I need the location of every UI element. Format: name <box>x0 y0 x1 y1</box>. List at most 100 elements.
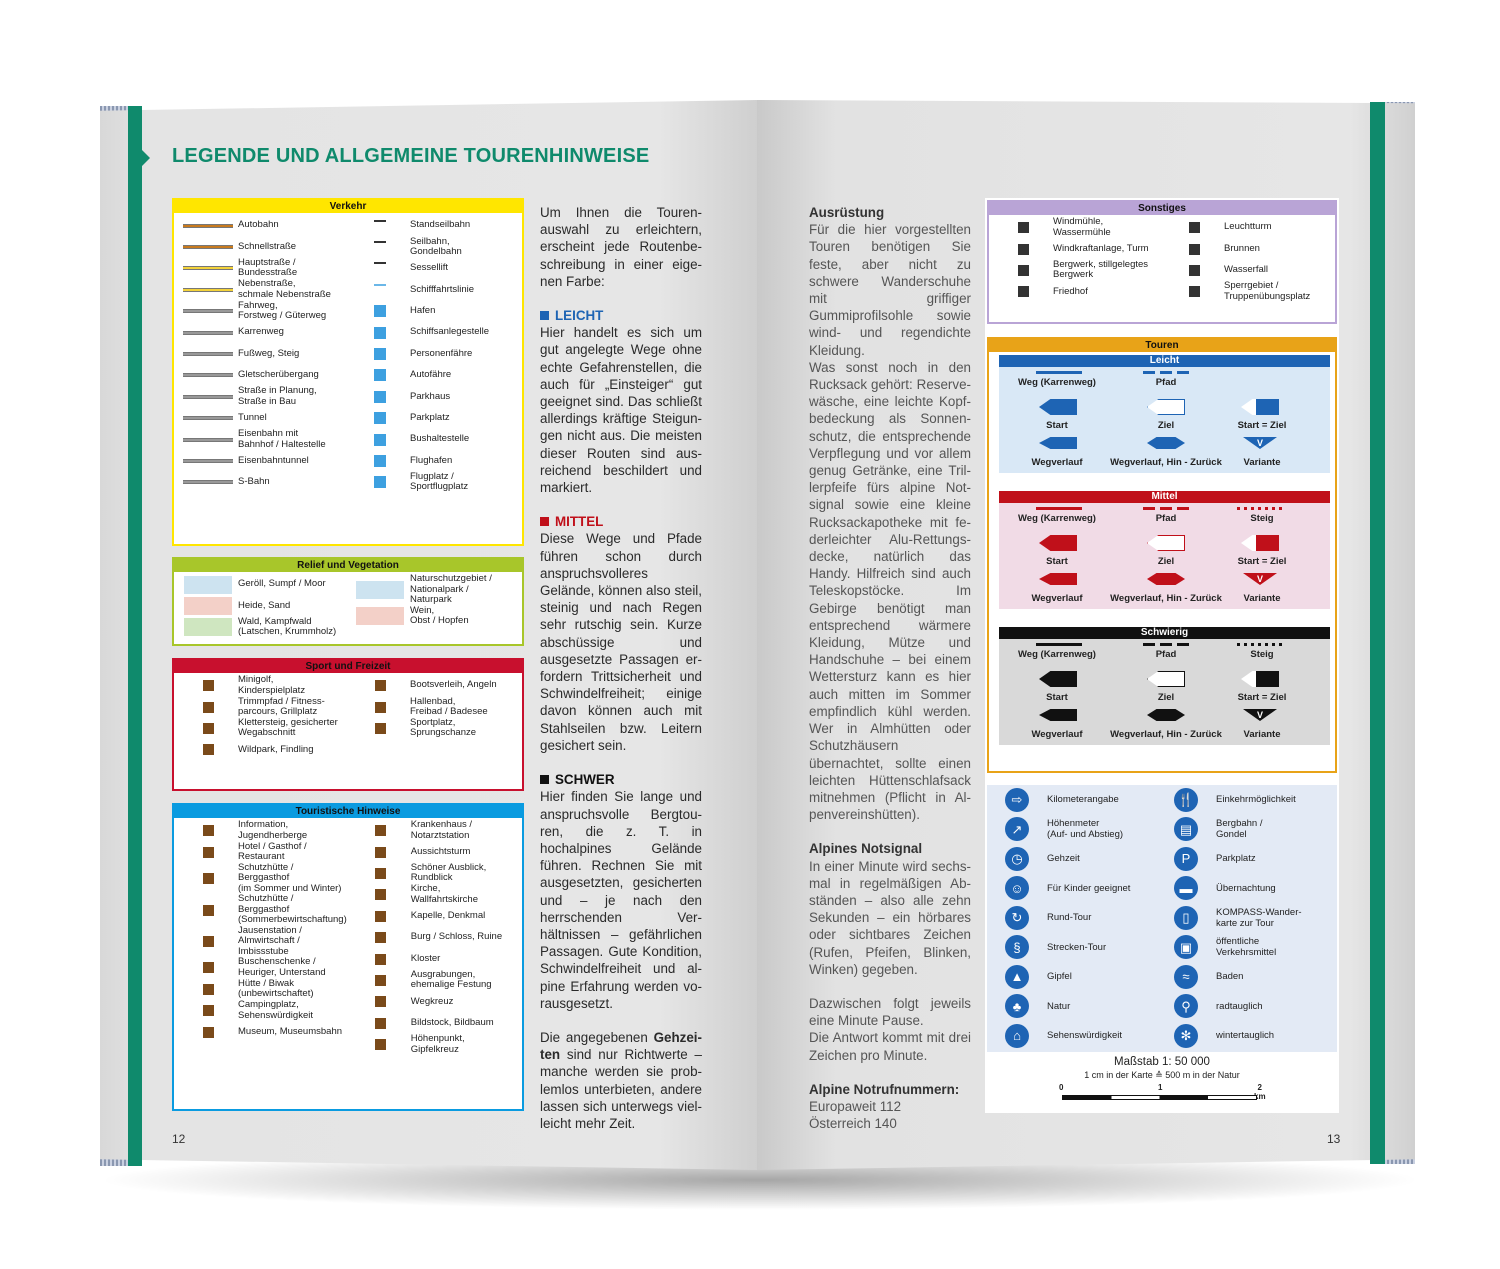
legend-symbol-icon <box>178 309 238 314</box>
ziel-sign-icon <box>1147 399 1185 415</box>
legend-item-label: Krankenhaus / Notarztstation <box>410 819 473 841</box>
wegverlauf-label: Wegverlauf <box>1031 457 1083 468</box>
sport-right-column: Bootsverleih, Angeln Hallenbad, Freibad /… <box>350 675 518 761</box>
steig-label: Steig <box>1250 649 1274 660</box>
legend-item-label: Gletscherübergang <box>238 369 319 381</box>
mittel-heading: MITTEL <box>540 513 702 530</box>
legend-item-label: Eisenbahn mit Bahnhof / Haltestelle <box>238 428 326 450</box>
legend-item-label: Buschenschenke / Heuriger, Unterstand <box>238 956 326 978</box>
legend-sport-title: Sport und Freizeit <box>174 660 522 673</box>
pfad-label: Pfad <box>1155 377 1177 388</box>
legend-tourist-grid: Information, Jugendherberge Hotel / Gasth… <box>174 818 522 1057</box>
icon-legend-item: ♣ Natur <box>993 992 1162 1022</box>
legend-item-label: Wildpark, Findling <box>238 743 314 755</box>
hin-zurueck-label: Wegverlauf, Hin - Zurück <box>1110 593 1222 604</box>
bus-icon: ▣ <box>1174 935 1198 960</box>
legend-item-label: Flugplatz / Sportflugplatz <box>410 470 469 493</box>
legend-item: Wein, Obst / Hopfen <box>350 605 518 627</box>
legend-item-label: Hauptstraße / Bundesstraße <box>238 256 298 279</box>
legend-item-label: Autofähre <box>410 369 452 381</box>
legend-symbol-icon <box>350 369 410 382</box>
legend-symbol-icon <box>178 846 238 858</box>
icon-legend: ⇨ Kilometerangabe ↗ Höhenmeter (Auf- und Ab… <box>987 785 1337 1052</box>
route-icon: § <box>1005 935 1029 960</box>
start-label: Start <box>1046 692 1068 703</box>
legend-symbol-icon <box>178 825 238 837</box>
gehzeit-bold: Gehzei­ten <box>540 1029 702 1063</box>
legend-symbol-icon <box>350 283 410 296</box>
legend-item: Sessellift <box>350 258 518 279</box>
icon-legend-item: 🍴 Einkehrmöglichkeit <box>1162 785 1331 815</box>
gehzeit-post: sind nur Richtwerte – manche werden sie … <box>540 1047 702 1131</box>
legend-symbol-icon <box>350 454 410 467</box>
legend-item-label: Brunnen <box>1224 242 1260 254</box>
legend-item: Seilbahn, Gondelbahn <box>350 236 518 257</box>
legend-item: S-Bahn <box>178 472 346 493</box>
elevation-icon: ↗ <box>1005 817 1029 842</box>
legend-item: Windkraftanlage, Turm <box>993 238 1160 259</box>
icon-legend-item: P Parkplatz <box>1162 844 1331 874</box>
icon-legend-label: radtauglich <box>1216 1000 1263 1012</box>
icon-legend-label: Baden <box>1216 971 1244 983</box>
legend-item: Bergwerk, stillgelegtes Bergwerk <box>993 259 1160 281</box>
weg-label: Weg (Karrenweg) <box>1018 649 1096 660</box>
icon-legend-label: Kilometerangabe <box>1047 794 1119 806</box>
legend-item: Wegkreuz <box>351 991 518 1012</box>
legend-symbol-icon <box>351 846 411 858</box>
legend-item: Autofähre <box>350 365 518 386</box>
weg-label: Weg (Karrenweg) <box>1018 513 1096 524</box>
path-line-sample <box>1237 507 1283 510</box>
start-ziel-label: Start = Ziel <box>1237 692 1287 703</box>
legend-touren: Touren Leicht Weg (Karrenweg) Pfad Start Zie… <box>987 337 1337 773</box>
schwer-heading-text: SCHWER <box>555 772 615 788</box>
intro-text: Um Ihnen die Touren­auswahl zu erleichte… <box>540 205 702 289</box>
wegverlauf-arrow-icon <box>1039 709 1077 721</box>
legend-item: Sperrgebiet / Truppenübungsplatz <box>1164 281 1331 302</box>
steig-label: Steig <box>1250 513 1274 524</box>
bed-icon: ▬ <box>1174 876 1198 901</box>
legend-item: Sportplatz, Sprungschanze <box>350 717 518 739</box>
right-text-column: Ausrüstung Für die hier vorgestellten To… <box>809 204 971 1132</box>
legend-item: Wildpark, Findling <box>178 739 346 760</box>
legend-item-label: Sperrgebiet / Truppenübungsplatz <box>1224 280 1311 302</box>
page-number-left: 12 <box>172 1132 186 1146</box>
hin-zurueck-arrow-icon <box>1147 437 1185 449</box>
legend-item-label: Schifffahrtslinie <box>410 283 475 295</box>
legend-symbol-icon <box>1164 222 1224 234</box>
legend-item-label: Jausenstation / Almwirtschaft / Imbissst… <box>238 924 302 957</box>
wegverlauf-arrow-icon <box>1039 437 1077 449</box>
wegverlauf-arrow-icon <box>1039 573 1077 585</box>
legend-symbol-icon <box>350 433 410 446</box>
title-arrow-icon <box>142 150 150 166</box>
legend-symbol-icon <box>351 996 411 1008</box>
wegverlauf-label: Wegverlauf <box>1031 729 1083 740</box>
legend-tourist-title: Touristische Hinweise <box>174 805 522 818</box>
legend-symbol-icon <box>350 219 410 232</box>
legend-item: Hauptstraße / Bundesstraße <box>178 256 346 279</box>
legend-symbol-icon <box>351 974 411 986</box>
legend-item-label: Naturschutzgebiet / Nationalpark / Natur… <box>410 573 492 605</box>
black-square-icon <box>540 775 549 785</box>
monument-icon: ⌂ <box>1005 1023 1029 1048</box>
legend-item: Bushaltestelle <box>350 429 518 450</box>
legend-verkehr-title: Verkehr <box>174 200 522 213</box>
legend-item: Trimmpfad / Fitness- parcours, Grillplat… <box>178 696 346 717</box>
ziel-sign-icon <box>1147 535 1185 551</box>
notruf-heading: Alpine Notrufnummern: <box>809 1081 960 1097</box>
schwer-heading: SCHWER <box>540 771 702 788</box>
legend-symbol-icon <box>178 223 238 228</box>
legend-symbol-icon <box>178 744 238 756</box>
notruf-eu: Europaweit 112 <box>809 1098 902 1114</box>
legend-item: Personenfähre <box>350 343 518 364</box>
icon-legend-label: KOMPASS-Wander- karte zur Tour <box>1216 906 1302 929</box>
tour-level-mittel: Mittel Weg (Karrenweg) Pfad Steig Start Ziel S… <box>999 491 1330 609</box>
legend-item-label: Ausgrabungen, ehemalige Festung <box>410 968 492 991</box>
legend-item-label: Hütte / Biwak (unbewirtschaftet) <box>238 977 314 1000</box>
ausruestung-text: Für die hier vorgestellten Touren benöti… <box>809 222 971 358</box>
relief-right-column: Naturschutzgebiet / Nationalpark / Natur… <box>350 573 518 638</box>
legend-tourist: Touristische Hinweise Information, Jugen… <box>172 803 524 1111</box>
legend-item-label: Standseilbahn <box>410 219 471 231</box>
legend-symbol-icon <box>178 1005 238 1017</box>
legend-symbol-icon <box>1164 286 1224 298</box>
legend-symbol-icon <box>178 373 238 378</box>
